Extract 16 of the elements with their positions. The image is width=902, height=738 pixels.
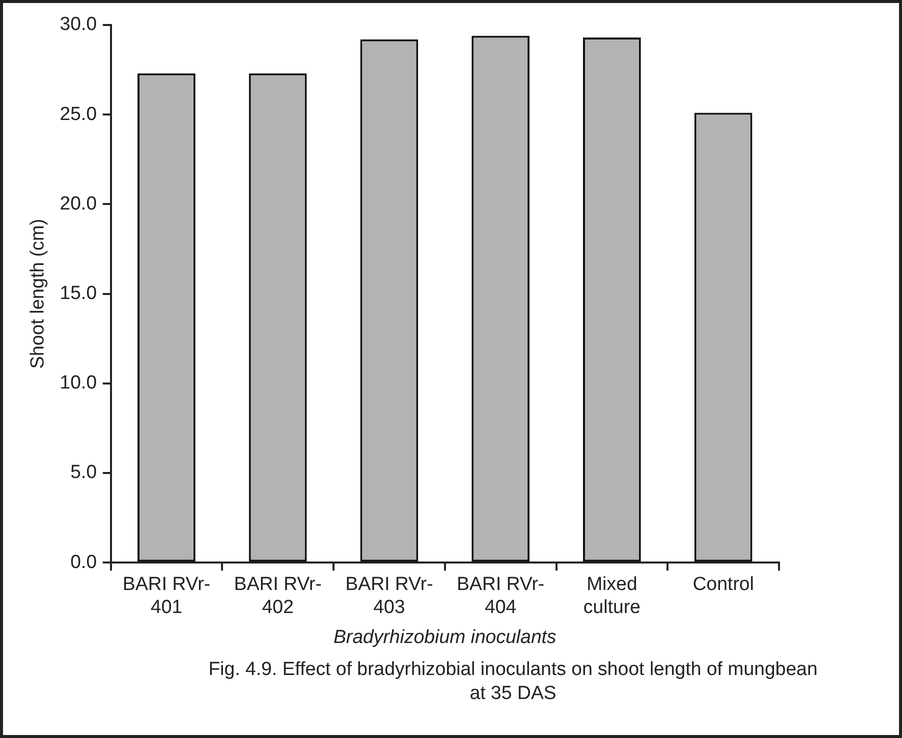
- x-tick-label: BARI RVr-404: [456, 574, 544, 618]
- y-tick-label: 0.0: [70, 552, 97, 573]
- x-tick-label: BARI RVr-403: [345, 574, 434, 618]
- y-tick-label: 5.0: [70, 462, 97, 484]
- x-axis-title: Bradyrhizobium inoculants: [333, 626, 557, 648]
- y-tick-label: 15.0: [60, 283, 97, 304]
- x-tick-label: Control: [692, 574, 754, 596]
- x-tick-label: Mixed culture: [583, 574, 640, 618]
- y-tick-label: 10.0: [60, 372, 97, 394]
- y-tick-label: 25.0: [60, 104, 97, 125]
- y-tick-label: 30.0: [60, 14, 97, 36]
- y-axis-title: Shoot length (cm): [28, 218, 49, 369]
- x-tick-label: BARI RVr-401: [122, 574, 210, 618]
- x-tick-label: BARI RVr-402: [234, 574, 322, 618]
- caption: Fig. 4.9. Effect of bradyrhizobial inoculants on shoot length of mungbean at 35 DAS: [207, 658, 819, 706]
- y-tick-label: 20.0: [60, 193, 97, 214]
